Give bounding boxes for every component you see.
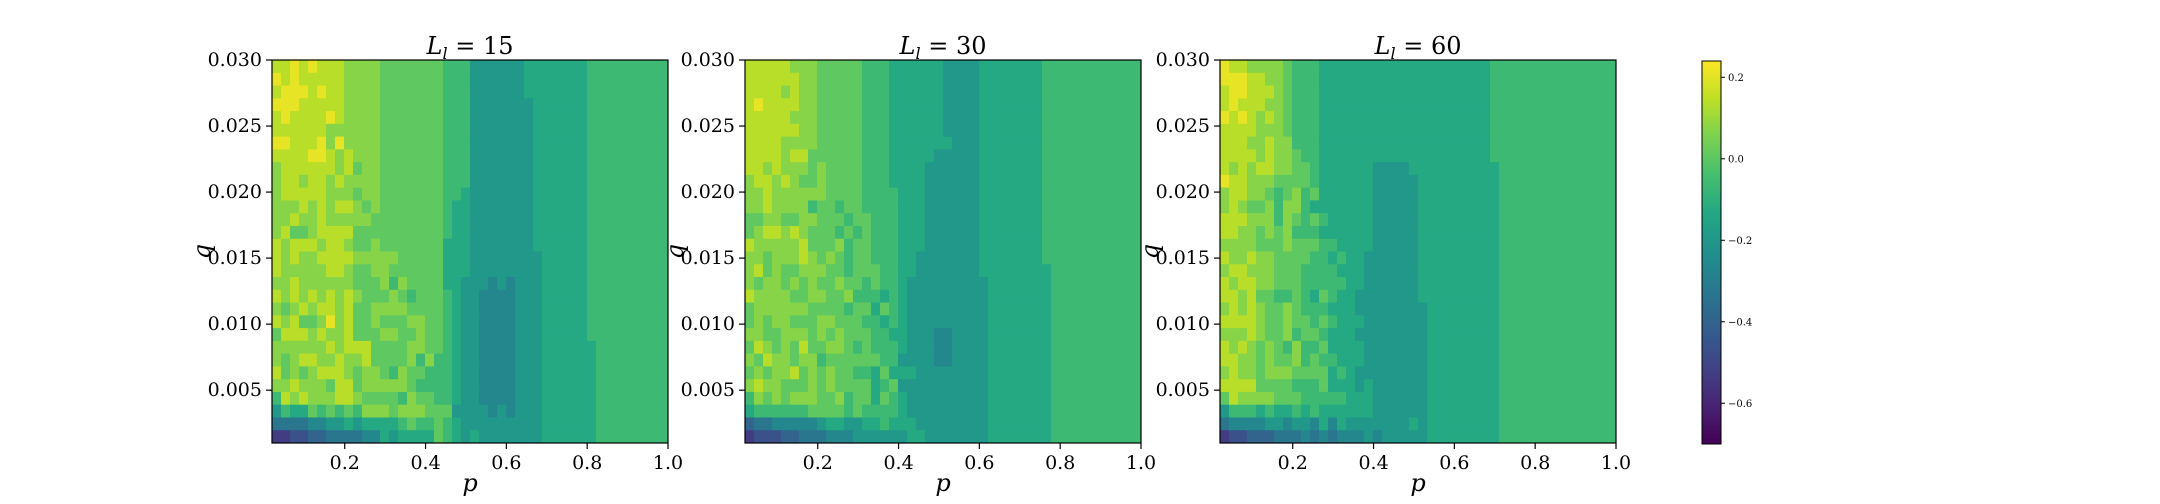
x-tick-label: 0.2 (1278, 452, 1308, 474)
colorbar-gradient (1702, 61, 1721, 444)
y-axis-label: q (661, 244, 689, 259)
x-tick-label: 0.8 (572, 452, 602, 474)
y-tick-label: 0.010 (1156, 313, 1210, 335)
y-tick-label: 0.030 (681, 49, 735, 71)
y-tick-label: 0.030 (208, 49, 262, 71)
y-tick-label: 0.015 (208, 247, 262, 269)
x-tick-label: 0.8 (1520, 452, 1550, 474)
y-tick-label: 0.010 (208, 313, 262, 335)
contour-field (745, 60, 1141, 443)
x-axis-label: p (462, 469, 477, 497)
heatmap-panel-3: 0.2 0.4 0.6 0.8 1.0 0.005 0.010 0.015 0.020 0.025… (1136, 32, 1631, 497)
panel-title: Ll = 60 (1374, 32, 1462, 63)
x-tick-label: 0.4 (410, 452, 440, 474)
y-tick-label: 0.020 (681, 181, 735, 203)
y-tick-label: 0.005 (681, 379, 735, 401)
x-tick-label: 0.2 (330, 452, 360, 474)
colorbar-tick-label: −0.6 (1728, 399, 1752, 410)
axes-frame (744, 59, 1142, 444)
y-tick-label: 0.025 (208, 115, 262, 137)
y-axis-label: q (188, 244, 216, 259)
y-tick-label: 0.005 (1156, 379, 1210, 401)
x-tick-label: 1.0 (1126, 452, 1156, 474)
heatmap-panel-1: 0.2 0.4 0.6 0.8 1.0 0.005 0.010 0.015 0.020 0.025… (188, 32, 683, 497)
panel-title: Ll = 15 (426, 32, 514, 63)
y-tick-label: 0.010 (681, 313, 735, 335)
contour-field (272, 60, 668, 443)
y-axis-label: q (1136, 244, 1164, 259)
colorbar-tick-label: 0.0 (1728, 154, 1744, 165)
y-tick-label: 0.005 (208, 379, 262, 401)
x-axis-label: p (935, 469, 950, 497)
axes-frame (271, 59, 669, 444)
axes-frame (1219, 59, 1617, 444)
x-tick-label: 0.6 (1439, 452, 1469, 474)
x-tick-label: 0.2 (803, 452, 833, 474)
x-tick-label: 0.4 (883, 452, 913, 474)
y-tick-label: 0.015 (681, 247, 735, 269)
x-tick-label: 0.4 (1358, 452, 1388, 474)
contour-field (1220, 60, 1616, 443)
panel-title: Ll = 30 (899, 32, 987, 63)
colorbar-tick-label: −0.2 (1728, 236, 1752, 247)
x-axis-label: p (1410, 469, 1425, 497)
x-tick-label: 1.0 (1601, 452, 1631, 474)
x-tick-label: 1.0 (653, 452, 683, 474)
y-tick-label: 0.025 (1156, 115, 1210, 137)
colorbar-tick-label: −0.4 (1728, 317, 1752, 328)
y-tick-label: 0.030 (1156, 49, 1210, 71)
x-tick-label: 0.8 (1045, 452, 1075, 474)
x-tick-label: 0.6 (964, 452, 994, 474)
y-tick-label: 0.020 (208, 181, 262, 203)
colorbar-tick-label: 0.2 (1728, 73, 1744, 84)
x-tick-label: 0.6 (491, 452, 521, 474)
colorbar: 0.2 0.0 −0.2 −0.4 −0.6 (1701, 60, 1752, 445)
y-tick-label: 0.020 (1156, 181, 1210, 203)
y-tick-label: 0.025 (681, 115, 735, 137)
colorbar-frame (1701, 60, 1722, 445)
heatmap-panel-2: 0.2 0.4 0.6 0.8 1.0 0.005 0.010 0.015 0.020 0.025… (661, 32, 1156, 497)
y-tick-label: 0.015 (1156, 247, 1210, 269)
panels: 0.2 0.4 0.6 0.8 1.0 0.005 0.010 0.015 0.020 0.025… (188, 32, 1631, 497)
